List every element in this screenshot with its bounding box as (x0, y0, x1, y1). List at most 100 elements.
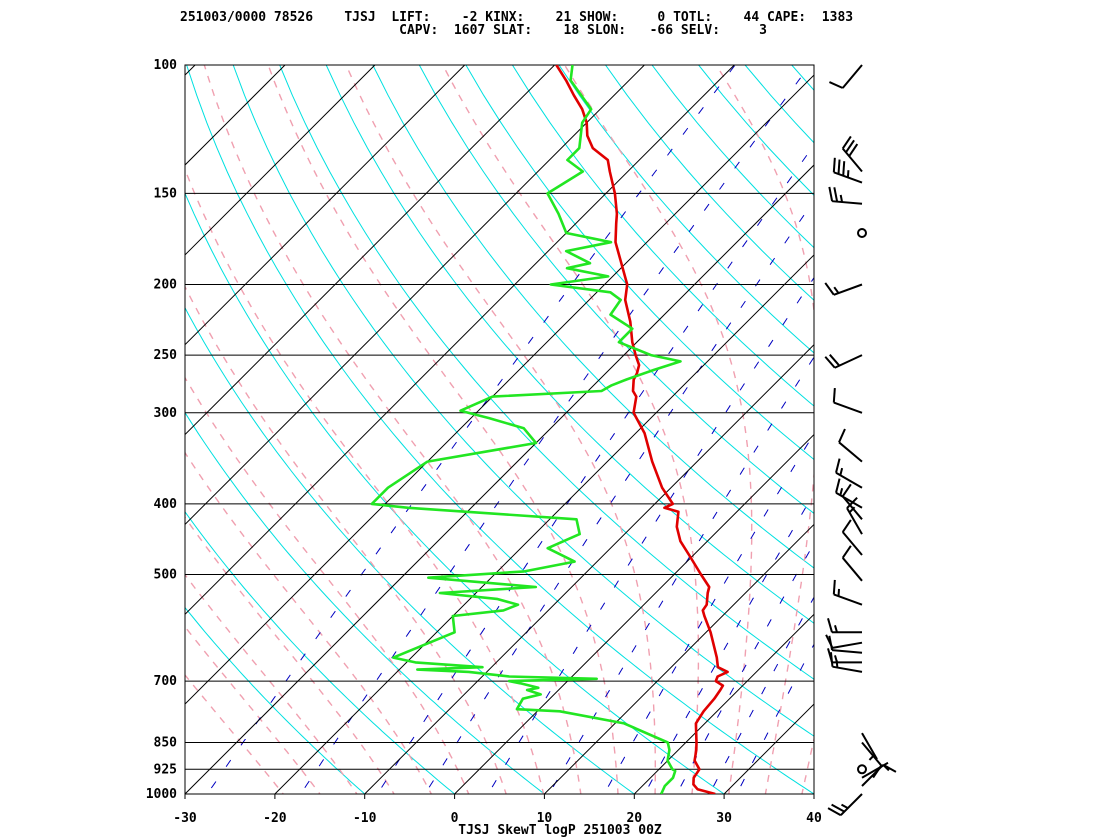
wind-barb-full (827, 648, 833, 663)
wind-barb-shaft-group (838, 428, 863, 463)
wind-barb-shaft (832, 649, 863, 654)
isotherm-line (364, 343, 814, 794)
wind-barb-shaft-group (841, 483, 863, 520)
mixing-ratio-line (676, 542, 814, 794)
wind-barb-full (832, 579, 836, 595)
wind-barb (832, 157, 863, 184)
dry-adiabat (744, 65, 814, 144)
mixing-ratio-line (487, 276, 814, 794)
mixing-ratio-line (603, 432, 814, 794)
wind-barb (841, 135, 863, 173)
isotherm-line (274, 254, 814, 794)
wind-barb-half (839, 487, 844, 496)
wind-barb (828, 186, 863, 205)
wind-barb-full (832, 157, 836, 173)
wind-barb-half (868, 754, 876, 761)
isotherm-line (185, 65, 376, 256)
plot-border (184, 64, 815, 795)
dry-adiabat (372, 65, 814, 569)
wind-barb (827, 648, 862, 664)
wind-barb-shaft-group (827, 793, 863, 817)
wind-barb-shaft-group (827, 648, 862, 664)
isotherm-line (0, 65, 105, 794)
background-lines (0, 65, 1120, 809)
wind-barb-shaft-group (824, 282, 863, 296)
wind-barb-shaft-group (825, 634, 863, 649)
wind-barb-shaft-group (832, 579, 863, 606)
wind-barb-full (872, 764, 883, 779)
wind-barb-shaft-group (861, 732, 878, 761)
wind-barb (827, 793, 863, 817)
pressure-tick-label: 850 (154, 736, 178, 751)
dry-adiabat (605, 65, 814, 301)
dry-adiabat (185, 510, 456, 794)
mixing-ratio-line (424, 199, 814, 794)
isotherm-line (904, 65, 1120, 794)
wind-barb (861, 741, 883, 779)
dry-adiabat (185, 411, 546, 794)
wind-barb-shaft-group (832, 157, 863, 184)
wind-barb (841, 483, 863, 520)
moist-adiabat (185, 376, 470, 794)
wind-barb-shaft (861, 741, 883, 767)
pressure-tick-label: 250 (154, 348, 178, 363)
wind-barb-shaft-group (835, 478, 863, 509)
mixing-ratio-line (708, 596, 814, 794)
pressure-tick-label: 100 (154, 58, 178, 73)
wind-barb-shaft (841, 64, 863, 89)
dry-adiabat (186, 65, 814, 794)
wind-barb-shaft (841, 147, 863, 173)
temperature-tick-label: 10 (537, 811, 553, 826)
isotherm-line (185, 65, 286, 166)
moist-adiabat (185, 673, 285, 794)
wind-barb (827, 618, 862, 634)
wind-barb-full (837, 159, 841, 175)
moist-adiabat (564, 65, 753, 794)
wind-barb (861, 761, 890, 779)
wind-barb-half (882, 764, 890, 772)
chart-title: TJSJ SkewT logP 251003 00Z (458, 823, 662, 838)
wind-barb-full (841, 519, 852, 533)
wind-barb-full (825, 634, 834, 649)
temperature-tick-label: 30 (716, 811, 732, 826)
calm-wind-circle (857, 764, 867, 775)
isotherm-line (185, 65, 645, 526)
dry-adiabat (185, 192, 725, 794)
pressure-tick-label: 925 (154, 762, 177, 777)
mixing-ratio-line (300, 65, 811, 794)
wind-barb-shaft-group (835, 458, 863, 489)
dry-adiabat (418, 65, 814, 515)
dry-adiabat (185, 606, 366, 794)
wind-barb-half (839, 194, 844, 203)
isotherm-line (633, 613, 814, 794)
isotherm-line (185, 65, 466, 346)
mixing-ratio-line (644, 492, 814, 794)
isotherm-line (723, 703, 814, 794)
dry-adiabat (931, 65, 1120, 809)
isotherm-line (185, 164, 814, 794)
wind-barb (825, 634, 863, 649)
wind-barb (829, 64, 863, 89)
wind-barb-full (841, 483, 852, 497)
pressure-tick-label: 150 (154, 186, 178, 201)
wind-barb-full (842, 161, 846, 176)
wind-barb (835, 478, 863, 509)
moist-adiabat (345, 65, 656, 794)
moist-adiabat (185, 516, 395, 794)
wind-barb-full (841, 545, 852, 559)
wind-barb-shaft-group (861, 761, 890, 779)
wind-barb-shaft (841, 531, 863, 556)
wind-barb (824, 282, 863, 296)
wind-barb-full (827, 807, 842, 817)
wind-barb (841, 545, 863, 582)
wind-barb (861, 732, 878, 761)
wind-barb-shaft (833, 593, 863, 606)
wind-barb-shaft-group (827, 618, 862, 634)
sounding-profiles (370, 65, 729, 794)
wind-barb-shaft-group (861, 741, 883, 779)
wind-barb (857, 228, 867, 238)
wind-barb-shaft-group (829, 64, 863, 89)
sounding-header-line1: 251003/0000 78526 TJSJ LIFT: -2 KINX: 21… (180, 10, 854, 25)
dry-adiabat (558, 65, 814, 354)
